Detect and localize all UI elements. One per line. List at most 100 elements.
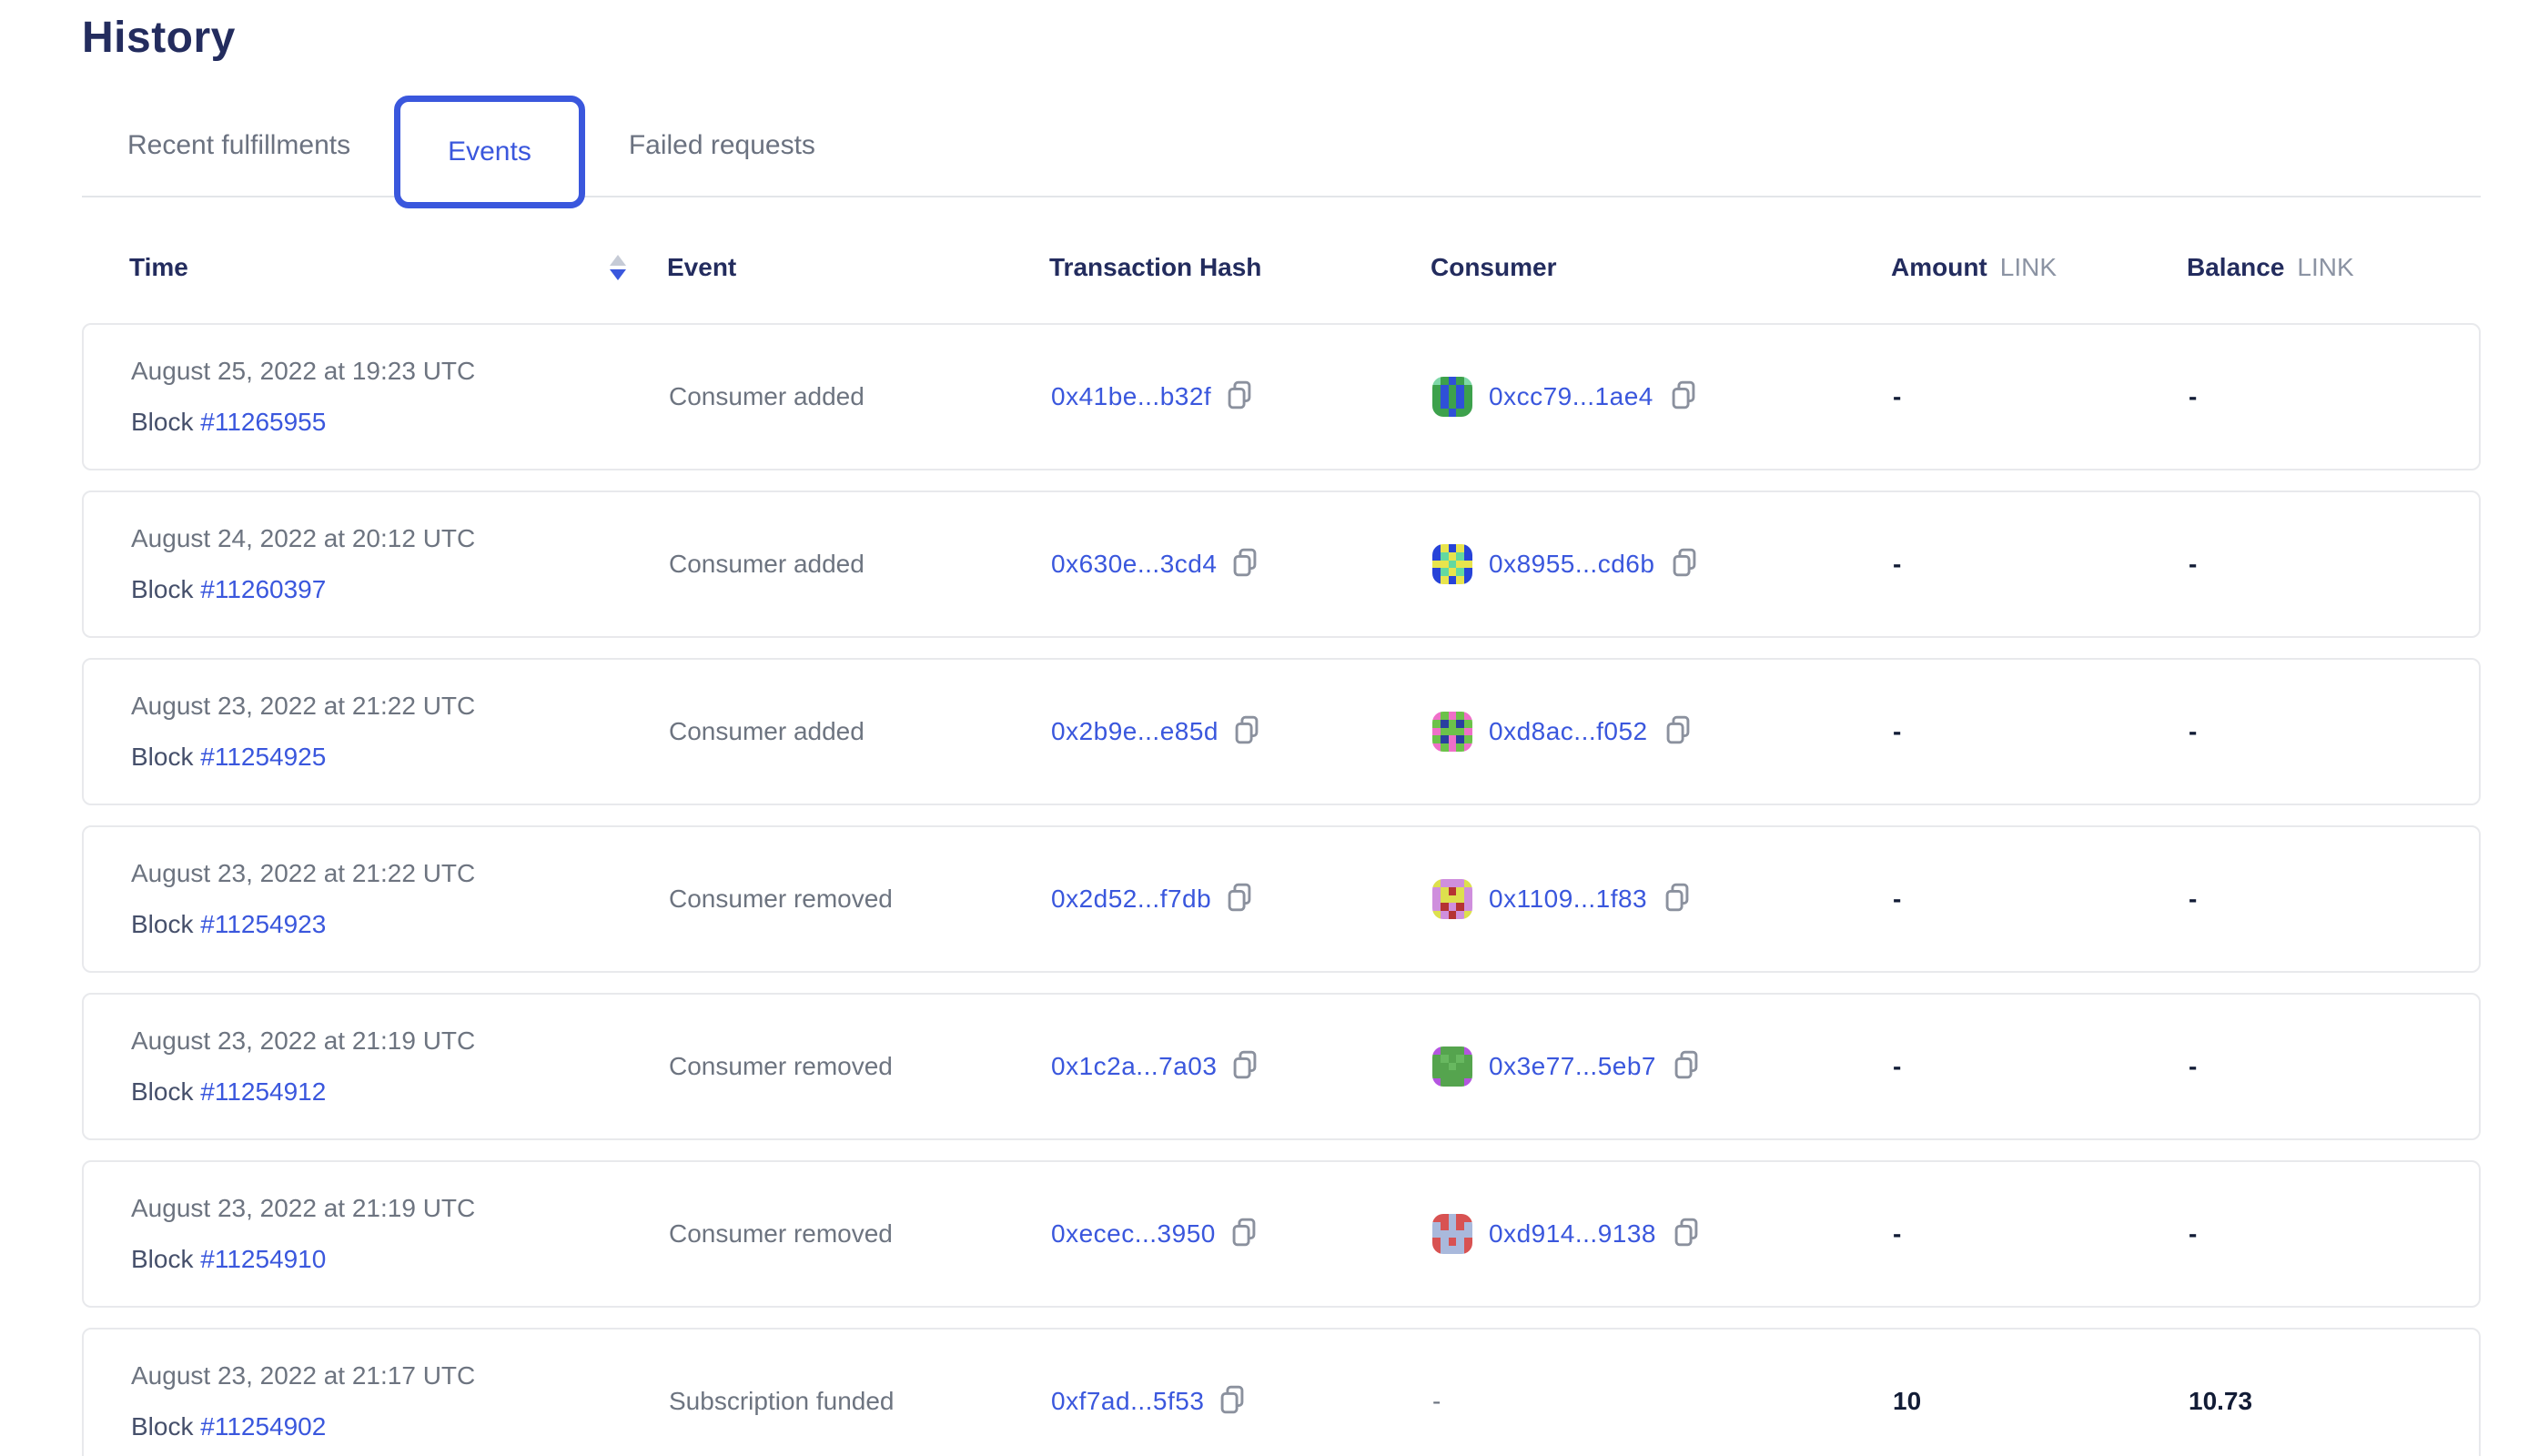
row-block: Block #11265955 (131, 408, 669, 437)
transaction-hash-link[interactable]: 0x1c2a...7a03 (1051, 1052, 1218, 1080)
page-title: History (82, 14, 236, 62)
row-amount: - (1893, 550, 1902, 578)
row-amount: - (1893, 1219, 1902, 1248)
row-balance: 10.73 (2189, 1387, 2253, 1415)
block-number-link[interactable]: #11254910 (200, 1245, 327, 1273)
table-body: August 25, 2022 at 19:23 UTC Block #1126… (82, 323, 2481, 1456)
copy-icon[interactable] (1231, 548, 1259, 577)
sort-icon[interactable] (610, 255, 626, 280)
tab-failed-requests[interactable]: Failed requests (628, 130, 815, 160)
row-block: Block #11254912 (131, 1077, 669, 1107)
row-timestamp: August 23, 2022 at 21:19 UTC (131, 1194, 476, 1222)
row-timestamp: August 23, 2022 at 21:22 UTC (131, 692, 476, 720)
consumer-cell: 0x8955...cd6b (1432, 544, 1893, 584)
consumer-address-link[interactable]: 0xd914...9138 (1489, 1219, 1656, 1248)
consumer-cell: 0x1109...1f83 (1432, 879, 1893, 919)
table-header: Time Event Transaction Hash Consumer Amo… (82, 248, 2481, 287)
block-number-link[interactable]: #11254923 (200, 910, 327, 938)
column-header-consumer: Consumer (1431, 253, 1557, 281)
amount-unit-label: LINK (1999, 253, 2058, 281)
transaction-hash-link[interactable]: 0x630e...3cd4 (1051, 550, 1218, 578)
row-event: Consumer removed (669, 1052, 893, 1080)
block-label: Block (131, 1077, 194, 1106)
block-number-link[interactable]: #11260397 (200, 575, 327, 603)
block-label: Block (131, 408, 194, 436)
column-header-event: Event (667, 253, 737, 281)
consumer-address-link[interactable]: 0xd8ac...f052 (1489, 717, 1648, 745)
row-balance: - (2189, 382, 2198, 410)
table-row: August 23, 2022 at 21:19 UTC Block #1125… (82, 1160, 2481, 1308)
copy-icon[interactable] (1673, 1218, 1700, 1247)
transaction-hash-link[interactable]: 0xecec...3950 (1051, 1219, 1216, 1248)
transaction-hash-cell: 0xecec...3950 (1051, 1218, 1432, 1249)
sort-down-arrow-icon (610, 269, 626, 280)
column-header-transaction-hash: Transaction Hash (1049, 253, 1262, 281)
copy-icon[interactable] (1673, 1050, 1700, 1079)
row-event: Consumer added (669, 717, 865, 745)
row-balance: - (2189, 885, 2198, 913)
consumer-identicon (1432, 879, 1472, 919)
transaction-hash-link[interactable]: 0x2d52...f7db (1051, 885, 1212, 913)
row-event: Subscription funded (669, 1387, 895, 1415)
consumer-identicon (1432, 1214, 1472, 1254)
copy-icon[interactable] (1663, 883, 1691, 912)
consumer-cell: 0xd8ac...f052 (1432, 712, 1893, 752)
row-timestamp: August 23, 2022 at 21:17 UTC (131, 1361, 476, 1390)
row-balance: - (2189, 550, 2198, 578)
transaction-hash-cell: 0xf7ad...5f53 (1051, 1385, 1432, 1416)
tab-events[interactable]: Events (394, 96, 585, 208)
time-cell: August 23, 2022 at 21:22 UTC Block #1125… (131, 660, 669, 804)
table-row: August 23, 2022 at 21:17 UTC Block #1125… (82, 1328, 2481, 1456)
row-event: Consumer added (669, 382, 865, 410)
consumer-empty: - (1432, 1387, 1441, 1415)
block-number-link[interactable]: #11254925 (200, 743, 327, 771)
consumer-address-link[interactable]: 0x1109...1f83 (1489, 885, 1648, 913)
row-block: Block #11254910 (131, 1245, 669, 1274)
consumer-identicon (1432, 377, 1472, 417)
copy-icon[interactable] (1671, 548, 1698, 577)
table-row: August 23, 2022 at 21:22 UTC Block #1125… (82, 658, 2481, 805)
copy-icon[interactable] (1218, 1385, 1246, 1414)
time-cell: August 25, 2022 at 19:23 UTC Block #1126… (131, 325, 669, 469)
sort-up-arrow-icon (610, 255, 626, 266)
row-event: Consumer removed (669, 885, 893, 913)
consumer-cell: 0x3e77...5eb7 (1432, 1046, 1893, 1087)
column-header-amount: Amount LINK (1891, 253, 2058, 281)
copy-icon[interactable] (1226, 380, 1253, 410)
row-timestamp: August 24, 2022 at 20:12 UTC (131, 524, 476, 552)
copy-icon[interactable] (1230, 1218, 1258, 1247)
consumer-identicon (1432, 544, 1472, 584)
copy-icon[interactable] (1231, 1050, 1259, 1079)
block-number-link[interactable]: #11254912 (200, 1077, 327, 1106)
table-row: August 25, 2022 at 19:23 UTC Block #1126… (82, 323, 2481, 470)
consumer-address-link[interactable]: 0x8955...cd6b (1489, 550, 1655, 578)
block-number-link[interactable]: #11265955 (200, 408, 327, 436)
copy-icon[interactable] (1664, 715, 1692, 744)
table-row: August 23, 2022 at 21:19 UTC Block #1125… (82, 993, 2481, 1140)
consumer-address-link[interactable]: 0x3e77...5eb7 (1489, 1052, 1656, 1080)
copy-icon[interactable] (1226, 883, 1253, 912)
time-cell: August 23, 2022 at 21:19 UTC Block #1125… (131, 995, 669, 1138)
row-timestamp: August 23, 2022 at 21:22 UTC (131, 859, 476, 887)
row-event: Consumer removed (669, 1219, 893, 1248)
transaction-hash-link[interactable]: 0x41be...b32f (1051, 382, 1212, 410)
consumer-identicon (1432, 712, 1472, 752)
time-cell: August 23, 2022 at 21:17 UTC Block #1125… (131, 1330, 669, 1456)
copy-icon[interactable] (1670, 380, 1697, 410)
tab-recent-fulfillments[interactable]: Recent fulfillments (127, 130, 351, 160)
transaction-hash-link[interactable]: 0xf7ad...5f53 (1051, 1387, 1205, 1415)
transaction-hash-cell: 0x1c2a...7a03 (1051, 1050, 1432, 1081)
copy-icon[interactable] (1233, 715, 1260, 744)
table-row: August 23, 2022 at 21:22 UTC Block #1125… (82, 825, 2481, 973)
row-balance: - (2189, 717, 2198, 745)
row-amount: - (1893, 885, 1902, 913)
table-row: August 24, 2022 at 20:12 UTC Block #1126… (82, 490, 2481, 638)
column-header-time[interactable]: Time (129, 253, 667, 282)
transaction-hash-cell: 0x41be...b32f (1051, 380, 1432, 411)
row-block: Block #11260397 (131, 575, 669, 604)
transaction-hash-link[interactable]: 0x2b9e...e85d (1051, 717, 1218, 745)
time-cell: August 23, 2022 at 21:22 UTC Block #1125… (131, 827, 669, 971)
consumer-address-link[interactable]: 0xcc79...1ae4 (1489, 382, 1653, 410)
block-number-link[interactable]: #11254902 (200, 1412, 327, 1441)
